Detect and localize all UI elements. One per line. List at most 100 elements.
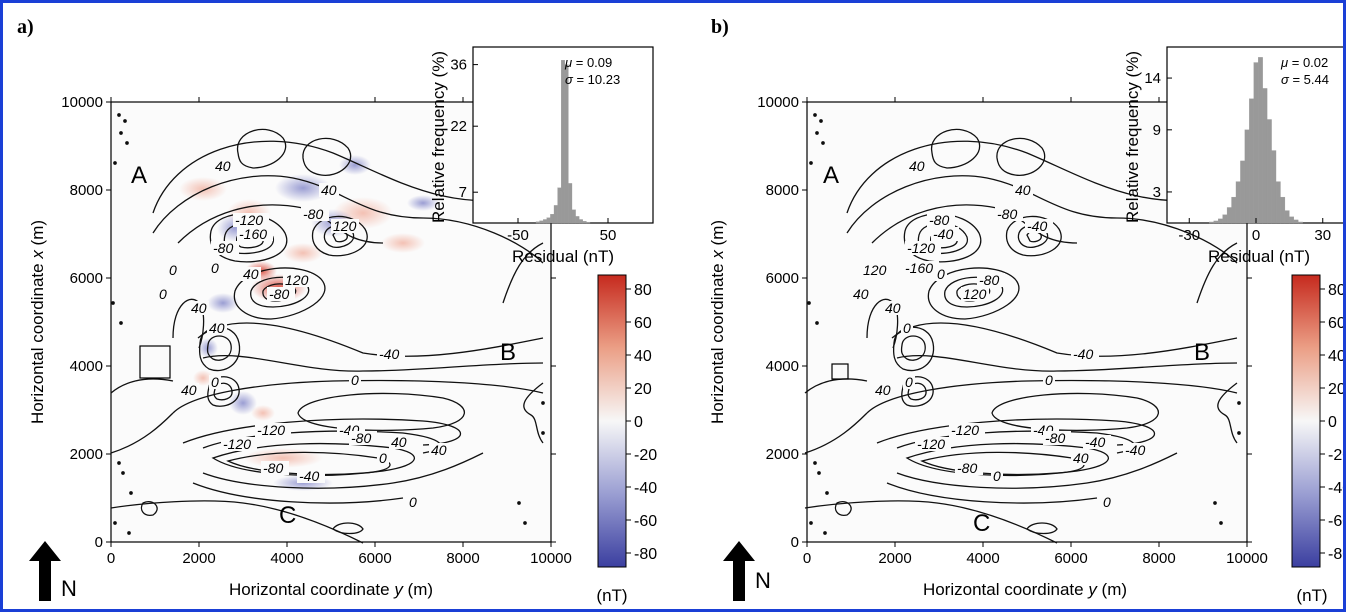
contour-label-bg	[927, 213, 955, 227]
contour-label-bg	[221, 437, 257, 451]
contour-label: 40	[321, 182, 337, 198]
contour-label: -40	[1085, 434, 1105, 450]
panel-b-label: b)	[711, 16, 729, 38]
contour-label: -40	[299, 468, 319, 484]
contour-label-bg	[429, 443, 449, 457]
noise-dot	[129, 491, 133, 495]
contour-label: -80	[303, 206, 323, 222]
histogram-xlabel: Residual (nT)	[1208, 247, 1310, 266]
contour-label-bg	[349, 431, 377, 445]
noise-dot	[119, 131, 123, 135]
colorbar-tick-label: 0	[634, 414, 643, 431]
contour-label: -120	[917, 436, 945, 452]
histogram-bar	[550, 214, 555, 224]
contour-line	[110, 500, 364, 544]
residual-histogram: -50 50 7 22 36 μ = 0.09 σ = 10.23 Residual (…	[429, 46, 654, 266]
contour-line	[202, 452, 484, 489]
histogram-x-tick-label: 0	[1252, 227, 1260, 244]
histogram-bar	[1235, 181, 1241, 224]
contour-label-bg	[283, 273, 311, 287]
histogram-xlabel: Residual (nT)	[512, 247, 614, 266]
contour-label-bg	[873, 383, 893, 397]
contour-label-bg	[861, 263, 889, 277]
contour-line	[834, 501, 852, 516]
residual-patch	[283, 243, 323, 263]
contour-line	[523, 382, 544, 444]
colorbar-tick-label: 60	[1328, 315, 1343, 332]
contour-label-bg	[349, 373, 361, 387]
contour-label-bg	[1043, 373, 1055, 387]
contour-line	[891, 322, 1238, 357]
contour-line	[152, 175, 544, 264]
x-tick-label: 2000	[878, 550, 911, 567]
colorbar-tick-label: 0	[1328, 414, 1337, 431]
residual-patch	[251, 405, 275, 421]
contour-label: -120	[223, 436, 251, 452]
y-tick-label: 10000	[61, 94, 103, 111]
histogram-bar	[1213, 220, 1219, 224]
contour-label-bg	[241, 267, 261, 281]
contour-label: -40	[1073, 346, 1093, 362]
contour-line	[236, 128, 287, 169]
contour-label-bg	[991, 469, 1003, 483]
contour-label: -40	[1125, 442, 1145, 458]
contour-line	[110, 378, 174, 394]
contour-label-bg	[389, 435, 409, 449]
contour-label: -120	[257, 422, 285, 438]
y-tick-label: 0	[791, 534, 799, 551]
contour-label: 0	[211, 260, 219, 276]
contour-label-bg	[931, 227, 959, 241]
contour-label: -40	[379, 346, 399, 362]
noise-dot	[809, 161, 813, 165]
histogram-y-tick-label: 3	[1153, 184, 1161, 201]
x-tick-label: 0	[107, 550, 115, 567]
noise-dot	[523, 521, 527, 525]
contour-line	[944, 276, 1004, 308]
contour-label: 40	[215, 158, 231, 174]
histogram-bar	[1280, 196, 1286, 224]
noise-dot	[819, 119, 823, 123]
histogram-y-tick-label: 14	[1144, 70, 1161, 87]
contour-line	[900, 335, 926, 361]
contour-label-bg	[207, 321, 227, 335]
contour-label: -80	[997, 206, 1017, 222]
north-label: N	[755, 568, 771, 593]
noise-dot	[821, 141, 825, 145]
noise-dot	[817, 471, 821, 475]
contour-label: -80	[269, 286, 289, 302]
contour-label-bg	[167, 263, 179, 277]
region-label-b: B	[500, 339, 516, 366]
noise-dot	[1237, 431, 1241, 435]
contour-label-bg	[907, 159, 927, 173]
histogram-x-tick-label: -50	[507, 227, 529, 244]
contour-line	[927, 267, 1020, 320]
y-tick-label: 4000	[70, 358, 103, 375]
contour-label: -120	[235, 212, 263, 228]
contour-label: 120	[963, 286, 987, 302]
contour-label-bg	[331, 219, 359, 233]
histogram-bar	[1253, 62, 1259, 224]
histogram-bar	[586, 221, 591, 224]
noise-dot	[541, 401, 545, 405]
x-tick-label: 4000	[270, 550, 303, 567]
contour-label: 40	[1073, 450, 1089, 466]
contour-label-bg	[157, 287, 169, 301]
contour-label: 0	[905, 374, 913, 390]
contour-label: 40	[209, 320, 225, 336]
contour-label: 0	[211, 374, 219, 390]
colorbar-tick-label: -20	[1328, 447, 1343, 464]
contour-label: 0	[903, 320, 911, 336]
histogram-x-tick-label: -30	[1178, 227, 1200, 244]
region-label-b: B	[1194, 339, 1210, 366]
contour-label: 120	[285, 272, 309, 288]
y-tick-label: 0	[95, 534, 103, 551]
histogram-bar	[1284, 210, 1290, 224]
contour-label-bg	[1071, 347, 1099, 361]
histogram-bar	[1293, 219, 1299, 224]
contour-label: 0	[1045, 372, 1053, 388]
colorbar-ticks: 80 60 40 20 0 -20 -40 -60 -80	[1320, 282, 1343, 563]
colorbar-tick-label: 80	[634, 282, 652, 299]
residual-patch	[207, 293, 239, 313]
contour-line	[996, 137, 1046, 176]
